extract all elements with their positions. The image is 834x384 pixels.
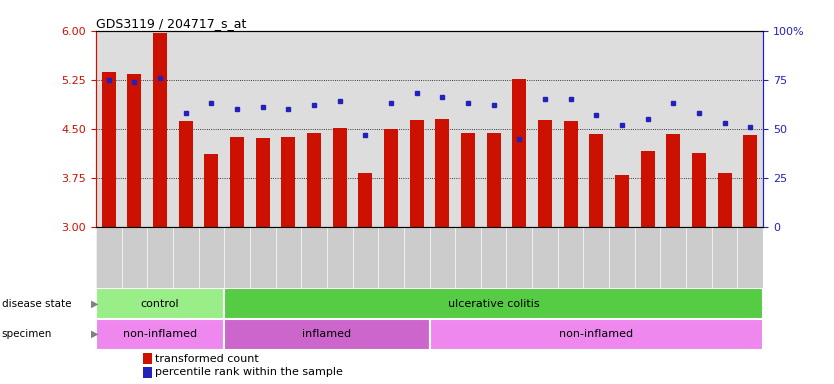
Text: ulcerative colitis: ulcerative colitis bbox=[448, 298, 540, 308]
Bar bbox=[143, 367, 152, 378]
Bar bbox=[461, 133, 475, 227]
Bar bbox=[384, 129, 398, 227]
Text: percentile rank within the sample: percentile rank within the sample bbox=[154, 367, 343, 377]
Text: non-inflamed: non-inflamed bbox=[123, 329, 197, 339]
Bar bbox=[230, 137, 244, 227]
Bar bbox=[281, 137, 295, 227]
Bar bbox=[143, 353, 152, 364]
Bar bbox=[204, 154, 219, 227]
Text: inflamed: inflamed bbox=[302, 329, 351, 339]
Bar bbox=[409, 120, 424, 227]
Text: ▶: ▶ bbox=[91, 298, 98, 308]
Bar bbox=[692, 153, 706, 227]
Text: GDS3119 / 204717_s_at: GDS3119 / 204717_s_at bbox=[96, 17, 246, 30]
Bar bbox=[564, 121, 578, 227]
Bar bbox=[486, 133, 500, 227]
Text: disease state: disease state bbox=[2, 298, 71, 308]
Bar bbox=[224, 319, 430, 349]
Bar bbox=[153, 33, 167, 227]
Bar bbox=[666, 134, 681, 227]
Text: transformed count: transformed count bbox=[154, 354, 259, 364]
Bar bbox=[615, 175, 629, 227]
Bar bbox=[96, 319, 224, 349]
Bar bbox=[435, 119, 450, 227]
Bar bbox=[307, 133, 321, 227]
Text: specimen: specimen bbox=[2, 329, 52, 339]
Bar bbox=[178, 121, 193, 227]
Text: ▶: ▶ bbox=[91, 329, 98, 339]
Bar bbox=[102, 72, 116, 227]
Bar bbox=[717, 173, 731, 227]
Bar bbox=[359, 173, 373, 227]
Bar bbox=[430, 319, 763, 349]
Bar bbox=[538, 120, 552, 227]
Text: control: control bbox=[141, 298, 179, 308]
Bar bbox=[333, 127, 347, 227]
Bar bbox=[590, 134, 603, 227]
Bar bbox=[96, 288, 224, 319]
Bar bbox=[641, 151, 655, 227]
Bar bbox=[128, 74, 142, 227]
Bar bbox=[512, 79, 526, 227]
Text: non-inflamed: non-inflamed bbox=[560, 329, 633, 339]
Bar bbox=[224, 288, 763, 319]
Bar bbox=[743, 135, 757, 227]
Bar bbox=[256, 138, 269, 227]
